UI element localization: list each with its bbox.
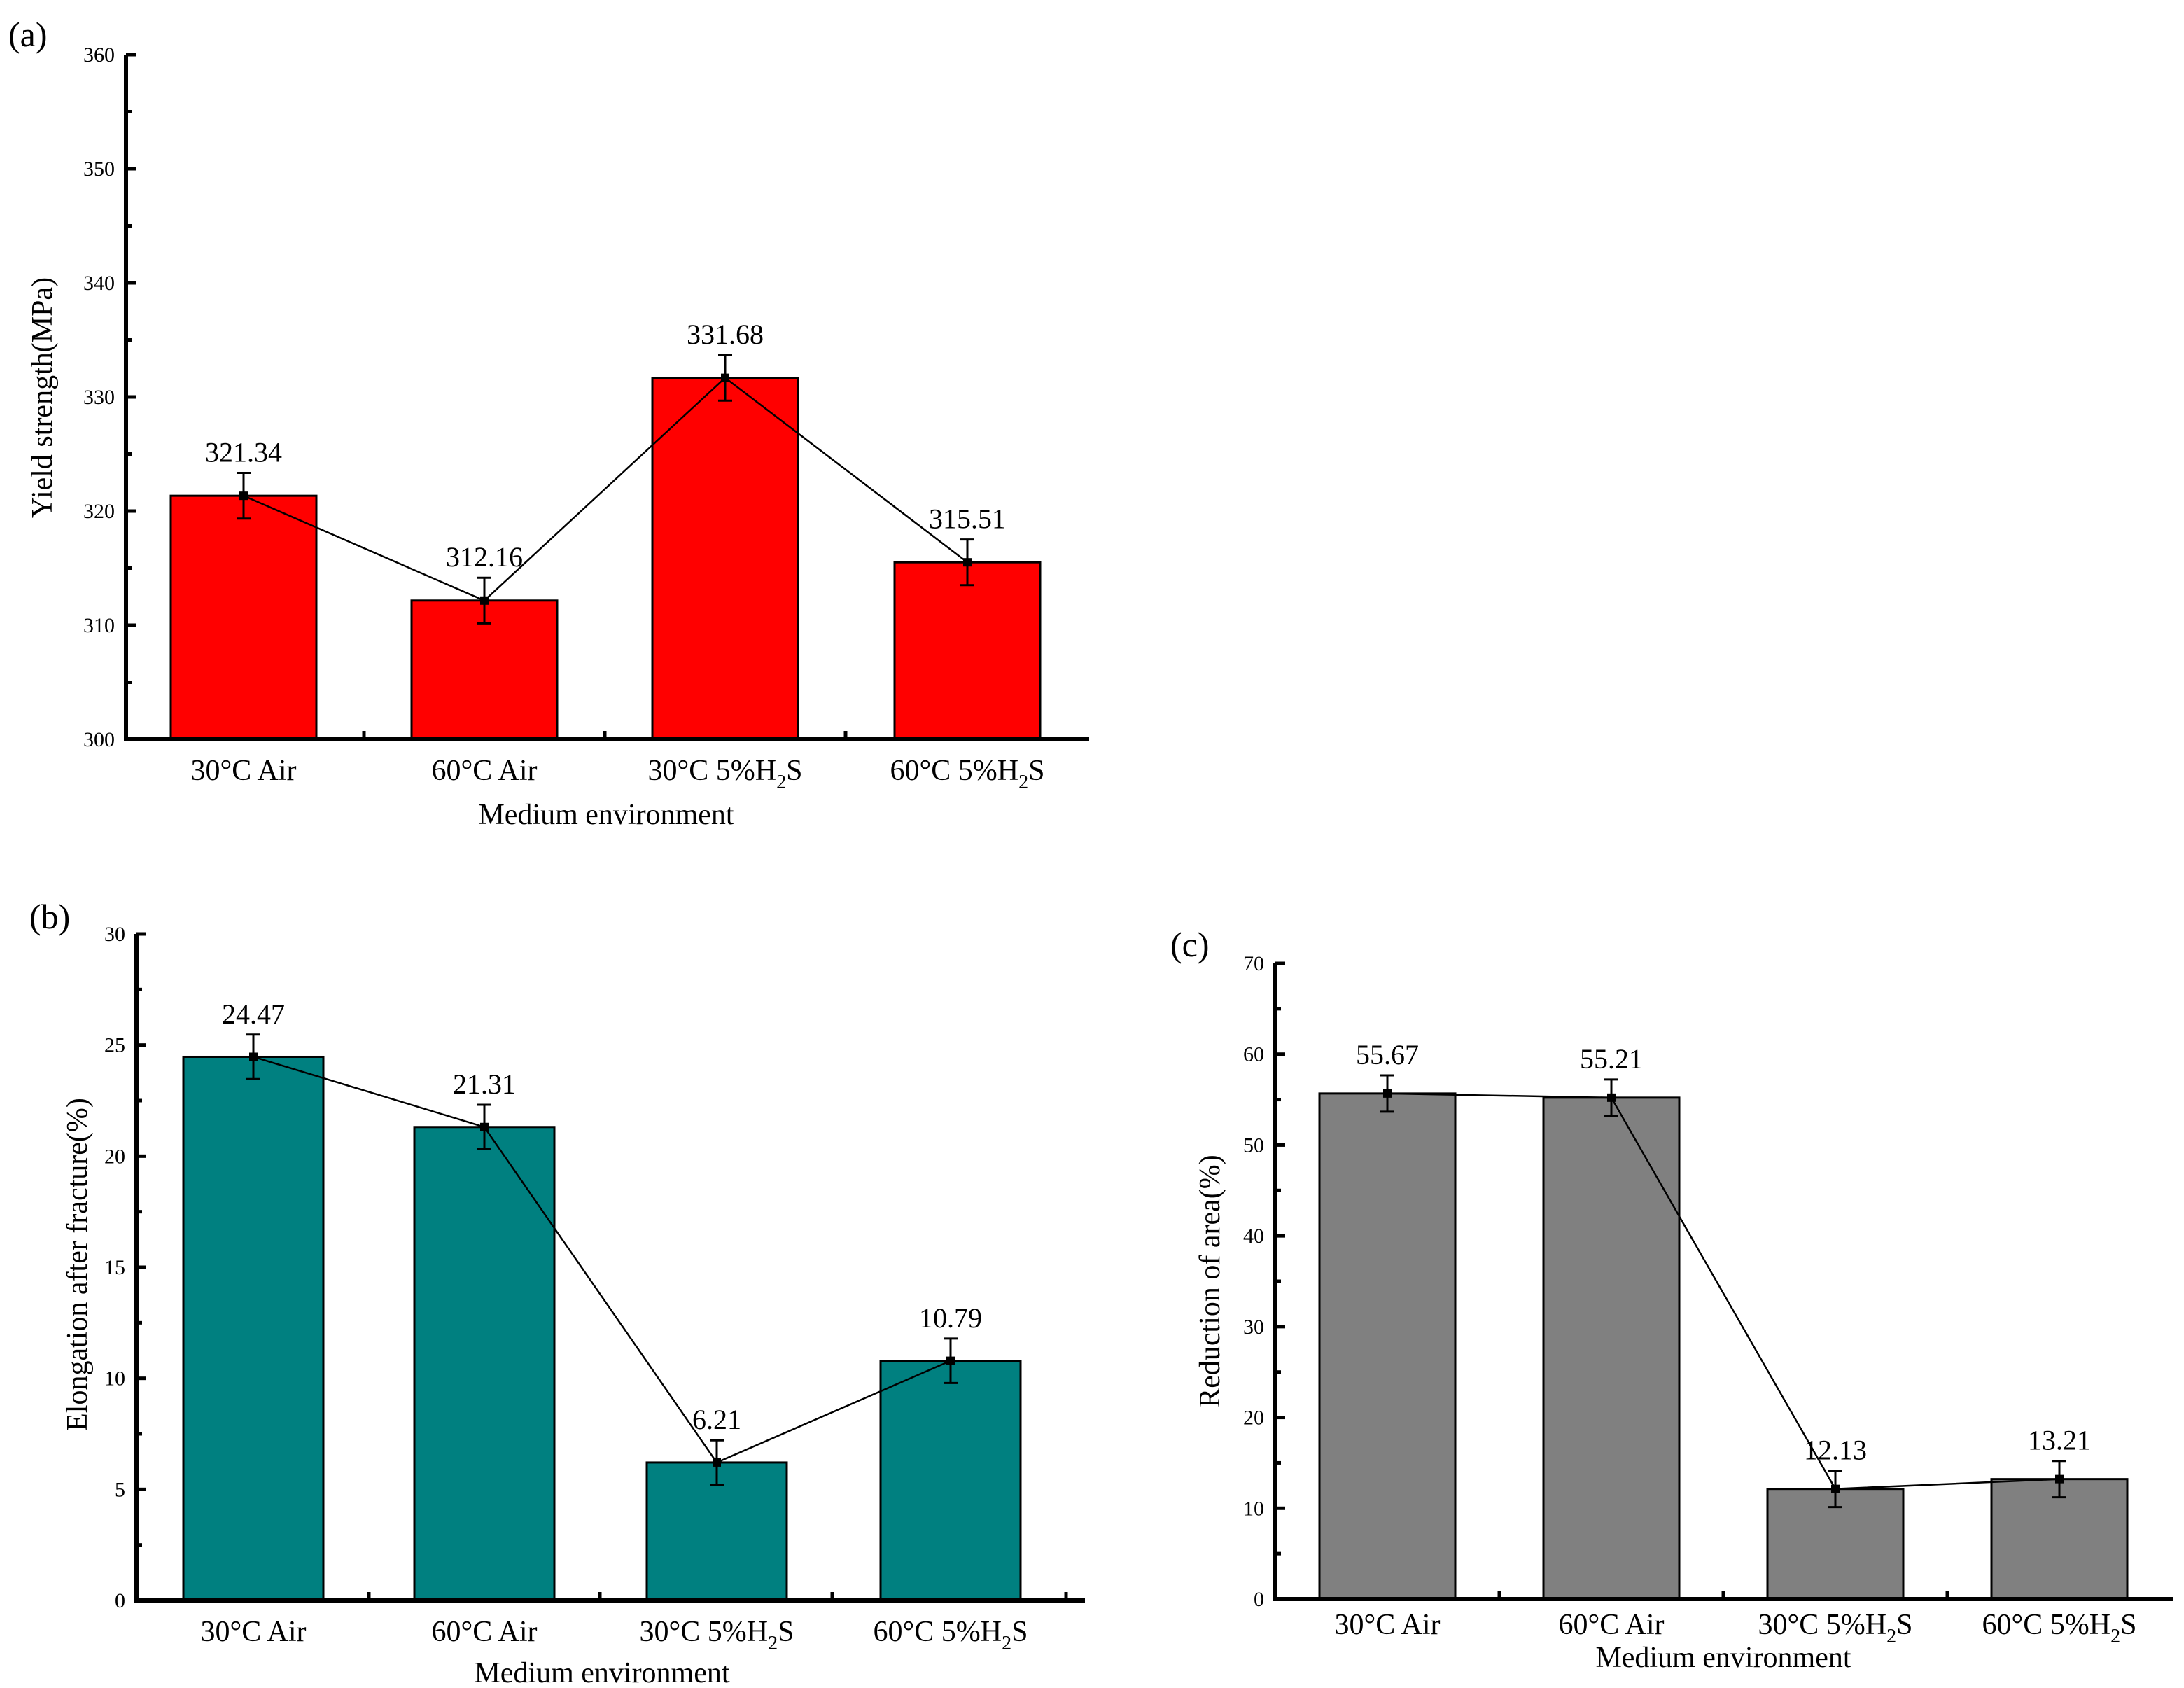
panel-b-y-tick-label: 10 — [104, 1367, 125, 1390]
panel-c-value-label-2: 55.21 — [1580, 1043, 1643, 1075]
panel-a-y-tick-label: 330 — [83, 386, 115, 409]
panel-a-category-label-3: 30°C 5%H2S — [648, 755, 803, 793]
panel-a-y-tick-label: 300 — [83, 728, 115, 751]
panel-b-bar-2 — [413, 1126, 556, 1602]
panel-c-point-1 — [1383, 1089, 1392, 1098]
panel-b-bar-1 — [182, 1055, 325, 1602]
panel-a-bar-4 — [893, 561, 1042, 741]
panel-b-category-label-3: 30°C 5%H2S — [640, 1616, 794, 1654]
panel-c-y-tick-label: 0 — [1254, 1588, 1264, 1611]
panel-a-label: (a) — [8, 15, 48, 54]
panel-b-label: (b) — [29, 897, 70, 936]
panel-a-point-1 — [239, 491, 248, 501]
panel-b-value-label-2: 21.31 — [453, 1068, 516, 1100]
panel-b-value-label-1: 24.47 — [222, 998, 285, 1030]
panel-b-point-2 — [480, 1122, 489, 1131]
panel-c-category-label-1: 30°C Air — [1335, 1609, 1441, 1641]
panel-a-point-3 — [721, 373, 729, 382]
panel-a-y-tick-label: 350 — [83, 158, 115, 181]
panel-a-value-label-3: 331.68 — [687, 319, 764, 350]
panel-a-y-tick-label: 340 — [83, 272, 115, 295]
panel-a-value-label-1: 321.34 — [205, 437, 282, 468]
panel-c-y-tick-label: 10 — [1243, 1497, 1264, 1520]
panel-c-y-tick-label: 20 — [1243, 1407, 1264, 1430]
panel-b-category-label-2: 60°C Air — [432, 1616, 538, 1648]
panel-a-y-tick-label: 360 — [83, 43, 115, 67]
panel-c-category-label-4: 60°C 5%H2S — [1982, 1609, 2137, 1647]
panel-a-bar-3 — [651, 377, 799, 741]
panel-b-y-tick-label: 30 — [104, 923, 125, 946]
panel-b-y-tick-label: 15 — [104, 1256, 125, 1279]
panel-c-y-tick-label: 60 — [1243, 1043, 1264, 1066]
panel-b-bar-4 — [879, 1360, 1022, 1602]
panel-c-reduction-of-area-chart: (c) Medium environment Reduction of area… — [1170, 925, 2173, 1674]
panel-a-x-axis-title: Medium environment — [478, 799, 734, 831]
panel-b-category-label-4: 60°C 5%H2S — [874, 1616, 1028, 1654]
panel-b-point-3 — [713, 1458, 721, 1467]
panel-c-bar-4 — [1990, 1478, 2129, 1600]
panel-c-value-label-1: 55.67 — [1356, 1039, 1419, 1070]
panel-c-label: (c) — [1170, 925, 1210, 964]
panel-a-y-tick-label: 310 — [83, 614, 115, 637]
panel-b-x-axis-title: Medium environment — [474, 1657, 729, 1688]
panel-b-y-tick-label: 20 — [104, 1145, 125, 1168]
panel-a-category-label-2: 60°C Air — [432, 755, 538, 787]
panel-c-point-4 — [2055, 1474, 2064, 1484]
panel-b-elongation-chart: (b) Medium environment Elongation after … — [29, 897, 1085, 1688]
panel-b-point-1 — [249, 1052, 258, 1061]
panel-a-category-label-4: 60°C 5%H2S — [890, 755, 1045, 793]
panel-b-point-4 — [946, 1356, 955, 1365]
panel-a-y-tick-label: 320 — [83, 500, 115, 523]
panel-b-category-label-1: 30°C Air — [201, 1616, 307, 1648]
panel-c-category-label-3: 30°C 5%H2S — [1758, 1609, 1913, 1647]
panel-b-y-tick-label: 25 — [104, 1034, 125, 1057]
panel-b-y-tick-label: 5 — [115, 1478, 125, 1501]
panel-a-y-axis-title: Yield strength(MPa) — [27, 277, 59, 518]
panel-c-category-label-2: 60°C Air — [1559, 1609, 1665, 1641]
panel-a-bar-1 — [169, 494, 318, 741]
panel-c-y-tick-label: 40 — [1243, 1225, 1264, 1248]
panel-a-point-2 — [480, 596, 489, 605]
panel-c-trend-line — [1387, 1092, 2060, 1490]
panel-c-y-tick-label: 50 — [1243, 1134, 1264, 1157]
panel-a-yield-strength-chart: (a) Medium environment Yield strength(MP… — [8, 15, 1089, 831]
panel-c-x-axis-title: Medium environment — [1595, 1642, 1851, 1674]
panel-b-value-label-3: 6.21 — [692, 1404, 741, 1435]
panel-c-point-2 — [1607, 1093, 1616, 1102]
panel-a-point-4 — [963, 558, 972, 567]
panel-c-y-tick-label: 70 — [1243, 952, 1264, 975]
panel-c-y-axis-title: Reduction of area(%) — [1194, 1155, 1226, 1408]
panel-c-bar-2 — [1542, 1096, 1681, 1600]
panel-c-point-3 — [1831, 1484, 1840, 1493]
panel-b-value-label-4: 10.79 — [919, 1302, 982, 1334]
panel-b-y-tick-label: 0 — [115, 1589, 125, 1612]
panel-a-value-label-2: 312.16 — [446, 541, 523, 573]
panel-b-trend-line — [253, 1056, 951, 1464]
panel-a-category-label-1: 30°C Air — [191, 755, 297, 787]
panel-c-value-label-4: 13.21 — [2028, 1425, 2091, 1456]
panel-a-trend-line — [243, 376, 968, 602]
panel-c-value-label-3: 12.13 — [1804, 1435, 1867, 1466]
panel-c-y-tick-label: 30 — [1243, 1316, 1264, 1339]
panel-c-bar-1 — [1318, 1092, 1457, 1600]
panel-a-value-label-4: 315.51 — [929, 503, 1006, 535]
panel-b-y-axis-title: Elongation after fracture(%) — [62, 1098, 94, 1431]
